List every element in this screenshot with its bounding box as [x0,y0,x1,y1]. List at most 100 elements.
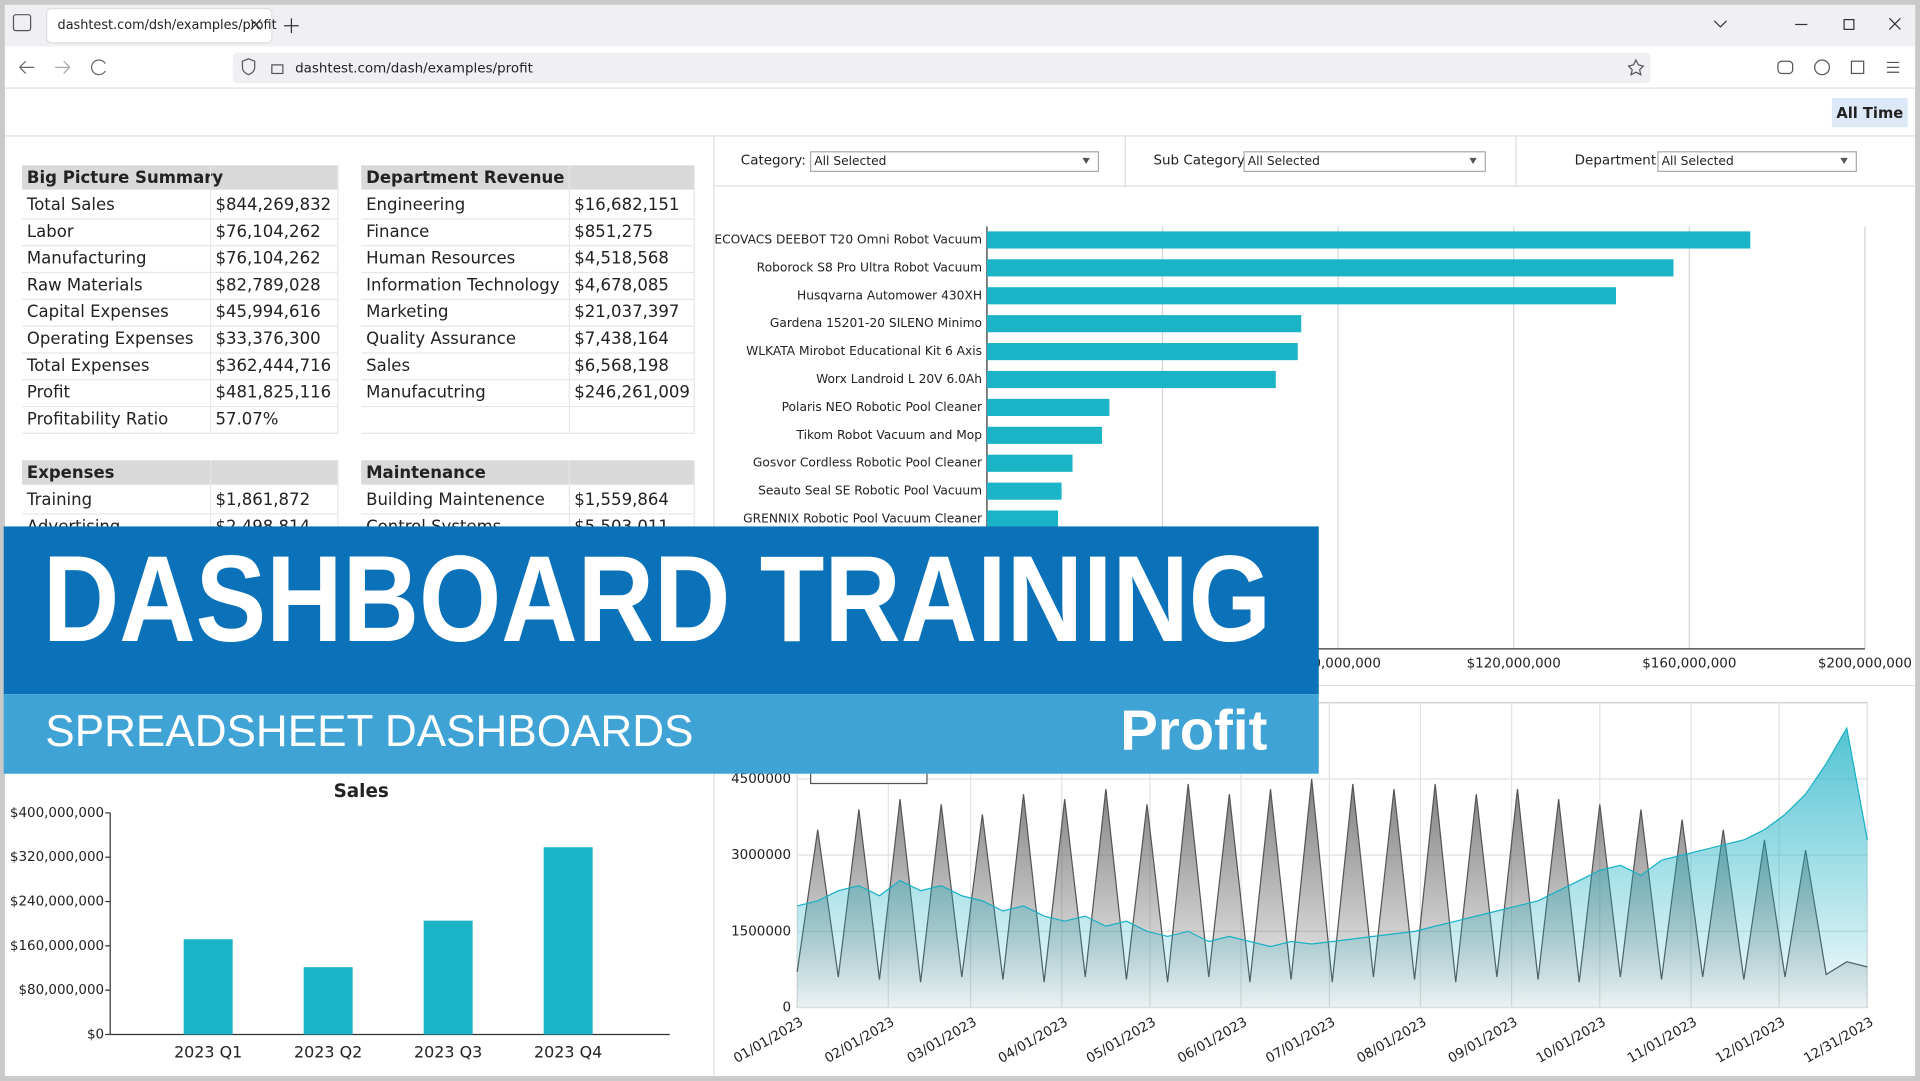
cell-value: $16,682,151 [574,195,679,214]
table-header [22,165,338,190]
all-time-button[interactable] [1831,97,1908,128]
cell-label: Building Maintenence [366,490,545,509]
dropdown-arrow[interactable] [1082,157,1090,165]
category-label: Tikom Robot Vacuum and Mop [796,428,983,442]
banner-bottom [3,694,1319,774]
cell-value: 57.07% [216,409,279,428]
cell-value: $1,861,872 [216,490,311,509]
filter-label: Category: [741,153,806,168]
category-label: Polaris NEO Robotic Pool Cleaner [782,400,983,414]
shield-icon[interactable] [241,58,256,76]
bookmark[interactable] [1627,58,1645,76]
y-tick-label: 0 [782,1001,791,1016]
cell-value: $33,376,300 [216,329,321,348]
bar [423,920,473,1035]
filter-select[interactable] [1657,151,1857,173]
y-tick-label: 1500000 [731,924,791,939]
tab[interactable] [45,7,273,44]
filter-label: Department [1575,153,1656,168]
all-time-label[interactable]: All Time [1836,105,1903,122]
category-label: Roborock S8 Pro Ultra Robot Vacuum [757,260,982,274]
y-tick-label: 3000000 [731,848,791,863]
category-label: ECOVACS DEEBOT T20 Omni Robot Vacuum [714,232,982,246]
x-tick-label: 2023 Q4 [534,1042,602,1061]
bar [986,482,1062,500]
close-window[interactable] [1888,17,1901,30]
cell-label: Human Resources [366,249,515,268]
tab-list-icon[interactable] [12,14,32,32]
lock-icon[interactable] [271,64,284,75]
cell-label: Engineering [366,195,465,214]
cell-value: $1,559,864 [574,490,669,509]
cell-label: Capital Expenses [27,302,169,321]
category-label: Worx Landroid L 20V 6.0Ah [816,372,982,386]
cell-label: Finance [366,222,429,241]
category-label: Seauto Seal SE Robotic Pool Vacuum [758,484,982,498]
banner-top [3,526,1319,695]
table-header [361,460,695,485]
cell-value: $82,789,028 [216,275,321,294]
bar [986,426,1102,444]
bar [986,454,1073,472]
cell-label: Training [26,490,92,509]
table-title: Expenses [27,463,115,482]
reload[interactable] [90,59,106,76]
filter-value[interactable]: All Selected [814,154,886,168]
url-bar[interactable] [232,52,1651,84]
dropdown-arrow[interactable] [1469,157,1477,165]
cell-value: $7,438,164 [574,329,669,348]
cell-value: $45,994,616 [216,302,321,321]
cell-label: Manufacutring [366,383,486,402]
banner: DASHBOARD TRAINING SPREADSHEET DASHBOARD… [3,526,1319,774]
pocket[interactable] [1777,60,1794,75]
cell-value: $4,678,085 [574,275,669,294]
bar [543,847,593,1035]
cell-label: Information Technology [366,275,560,294]
cell-label: Labor [27,222,74,241]
content: Big Picture Summary Total Sales $844,269,8… [10,151,1912,1067]
table-title: Department Revenue [366,168,564,187]
bar [986,287,1616,305]
cell-value: $4,518,568 [574,249,669,268]
bar [183,939,233,1035]
category-label: Gosvor Cordless Robotic Pool Cleaner [753,456,983,470]
filter-value[interactable]: All Selected [1248,154,1320,168]
bar [303,967,353,1035]
cell-label: Total Expenses [26,356,150,375]
filter-value[interactable]: All Selected [1662,154,1734,168]
y-tick-label: $320,000,000 [10,850,104,865]
filter-select[interactable] [1243,151,1486,173]
restore[interactable] [1843,18,1855,30]
cell-value: $362,444,716 [216,356,332,375]
x-tick-label: 2023 Q1 [174,1042,242,1061]
cell-label: Profitability Ratio [27,409,168,428]
banner-subtitle: SPREADSHEET DASHBOARDS [45,707,693,756]
cell-value: $246,261,009 [574,383,690,402]
url[interactable]: dashtest.com/dash/examples/profit [295,62,533,77]
tab-close[interactable] [250,19,262,30]
banner-title: DASHBOARD TRAINING [43,530,1271,667]
cell-label: Quality Assurance [366,329,516,348]
account[interactable] [1814,59,1830,76]
cell-label: Manufacturing [27,249,147,268]
back[interactable] [19,60,35,74]
banner-topic: Profit [1120,698,1267,761]
x-tick-label: 2023 Q3 [414,1042,482,1061]
new-tab[interactable] [284,18,299,34]
forward[interactable] [55,60,71,74]
y-tick-label: $160,000,000 [10,939,104,954]
dropdown-arrow[interactable] [1840,157,1848,165]
extensions[interactable] [1850,60,1865,75]
tab-menu[interactable] [1713,20,1727,28]
filter-select[interactable] [810,151,1099,173]
cell-value: $481,825,116 [216,383,332,402]
bar [986,398,1110,416]
category-label: GRENNIX Robotic Pool Vacuum Cleaner [743,512,983,526]
table-header [22,460,338,485]
menu[interactable] [1886,61,1900,73]
tab-title[interactable]: dashtest.com/dsh/examples/profit [58,18,277,33]
table-header [361,165,695,190]
x-tick-label: 2023 Q2 [294,1042,362,1061]
cell-value: $21,037,397 [574,302,679,321]
bar [986,231,1751,249]
